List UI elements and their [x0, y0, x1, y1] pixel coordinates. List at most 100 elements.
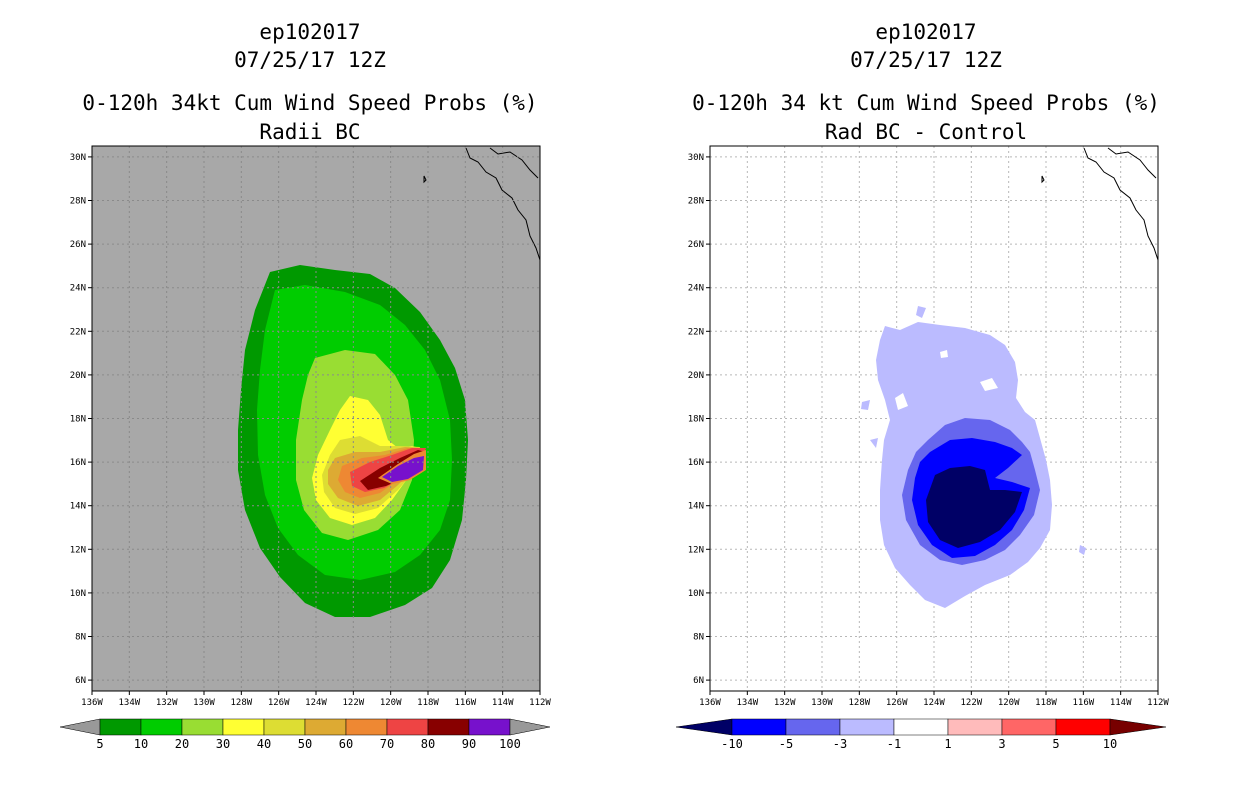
diff-gap-1 — [895, 393, 908, 410]
diff-gap-3 — [940, 350, 948, 358]
left-map-frame — [91, 145, 541, 692]
x-tick-label: 130W — [193, 698, 215, 708]
y-tick-label: 10N — [70, 589, 86, 599]
colorbar-label: 5 — [1052, 737, 1059, 751]
y-tick-label: 30N — [688, 153, 704, 163]
colorbar-label: -1 — [887, 737, 901, 751]
y-tick-label: 6N — [693, 676, 704, 686]
y-tick-label: 10N — [688, 589, 704, 599]
diff-blob-4 — [870, 438, 878, 448]
colorbar-box — [468, 718, 511, 736]
right-map-frame — [709, 145, 1159, 692]
left-coastline — [423, 147, 541, 261]
left-title-line-1: ep102017 — [259, 20, 360, 44]
colorbar-box — [222, 718, 265, 736]
colorbar-box — [785, 718, 841, 736]
left-colorbar: 5 10 20 30 40 50 60 70 80 90 100 — [59, 718, 551, 751]
x-tick-label: 118W — [417, 698, 439, 708]
colorbar-label: 5 — [96, 737, 103, 751]
y-tick-label: 18N — [688, 415, 704, 425]
diff-blob-3 — [1079, 545, 1086, 555]
y-tick-label: 24N — [70, 284, 86, 294]
left-title-line-2: 07/25/17 12Z — [234, 48, 386, 72]
x-tick-label: 136W — [81, 698, 103, 708]
right-subtitle-2: Rad BC - Control — [825, 120, 1027, 144]
colorbar-label: -3 — [833, 737, 847, 751]
colorbar-label: 50 — [298, 737, 312, 751]
y-tick-label: 26N — [70, 240, 86, 250]
x-tick-label: 136W — [699, 698, 721, 708]
y-tick-label: 22N — [688, 327, 704, 337]
right-title-line-1: ep102017 — [875, 20, 976, 44]
y-tick-label: 18N — [70, 415, 86, 425]
diff-gap-2 — [980, 378, 998, 391]
x-tick-label: 120W — [380, 698, 402, 708]
y-tick-label: 16N — [70, 458, 86, 468]
y-tick-label: 30N — [70, 153, 86, 163]
diff-blob-2 — [916, 306, 926, 318]
x-tick-label: 114W — [492, 698, 514, 708]
colorbar-label: 20 — [175, 737, 189, 751]
colorbar-label: 30 — [216, 737, 230, 751]
y-tick-label: 12N — [688, 545, 704, 555]
colorbar-label: -5 — [779, 737, 793, 751]
colorbar-end-right — [509, 718, 551, 736]
y-tick-label: 26N — [688, 240, 704, 250]
colorbar-label: -10 — [721, 737, 743, 751]
diff-contour-minus-10 — [926, 466, 1022, 548]
colorbar-box — [345, 718, 388, 736]
x-tick-label: 116W — [1072, 698, 1094, 708]
x-tick-label: 112W — [1147, 698, 1169, 708]
colorbar-end-left — [59, 718, 101, 736]
x-tick-label: 134W — [118, 698, 140, 708]
y-tick-label: 28N — [70, 197, 86, 207]
x-tick-label: 124W — [923, 698, 945, 708]
colorbar-label: 60 — [339, 737, 353, 751]
x-tick-label: 120W — [998, 698, 1020, 708]
colorbar-label: 10 — [1103, 737, 1117, 751]
x-tick-label: 112W — [529, 698, 551, 708]
colorbar-label: 3 — [998, 737, 1005, 751]
colorbar-label: 1 — [944, 737, 951, 751]
right-axis-ticks: 136W 134W 132W 130W 128W 126W 124W 122W 120W 118W… — [688, 153, 1170, 708]
colorbar-label: 40 — [257, 737, 271, 751]
x-tick-label: 132W — [156, 698, 178, 708]
colorbar-label: 100 — [499, 737, 521, 751]
y-tick-label: 8N — [75, 633, 86, 643]
colorbar-label: 10 — [134, 737, 148, 751]
right-panel: ep102017 07/25/17 12Z 0-120h 34 kt Cum W… — [675, 20, 1170, 751]
y-tick-label: 20N — [70, 371, 86, 381]
y-tick-label: 22N — [70, 327, 86, 337]
colorbar-box — [304, 718, 347, 736]
x-tick-label: 134W — [736, 698, 758, 708]
colorbar-label: 90 — [462, 737, 476, 751]
colorbar-box — [731, 718, 787, 736]
y-tick-label: 20N — [688, 371, 704, 381]
colorbar-box — [263, 718, 306, 736]
y-tick-label: 16N — [688, 458, 704, 468]
x-tick-label: 128W — [848, 698, 870, 708]
colorbar-box — [427, 718, 470, 736]
right-title-line-2: 07/25/17 12Z — [850, 48, 1002, 72]
colorbar-label: 70 — [380, 737, 394, 751]
x-tick-label: 118W — [1035, 698, 1057, 708]
diff-blob-1 — [861, 400, 870, 410]
colorbar-box — [947, 718, 1003, 736]
colorbar-box — [99, 718, 142, 736]
colorbar-end-right — [1109, 718, 1167, 736]
left-panel: ep102017 07/25/17 12Z 0-120h 34kt Cum Wi… — [59, 20, 552, 751]
left-axis-ticks: 136W 134W 132W 130W 128W 126W 124W 122W 120W 118W… — [70, 153, 552, 708]
y-tick-label: 28N — [688, 197, 704, 207]
colorbar-box — [893, 718, 949, 736]
y-tick-label: 6N — [75, 676, 86, 686]
colorbar-box — [181, 718, 224, 736]
left-subtitle: 0-120h 34kt Cum Wind Speed Probs (%) — [82, 91, 537, 115]
right-difference-contours — [861, 306, 1086, 608]
colorbar-end-left — [675, 718, 733, 736]
left-subtitle-2: Radii BC — [259, 120, 360, 144]
y-tick-label: 12N — [70, 545, 86, 555]
x-tick-label: 126W — [268, 698, 290, 708]
x-tick-label: 130W — [811, 698, 833, 708]
x-tick-label: 116W — [454, 698, 476, 708]
